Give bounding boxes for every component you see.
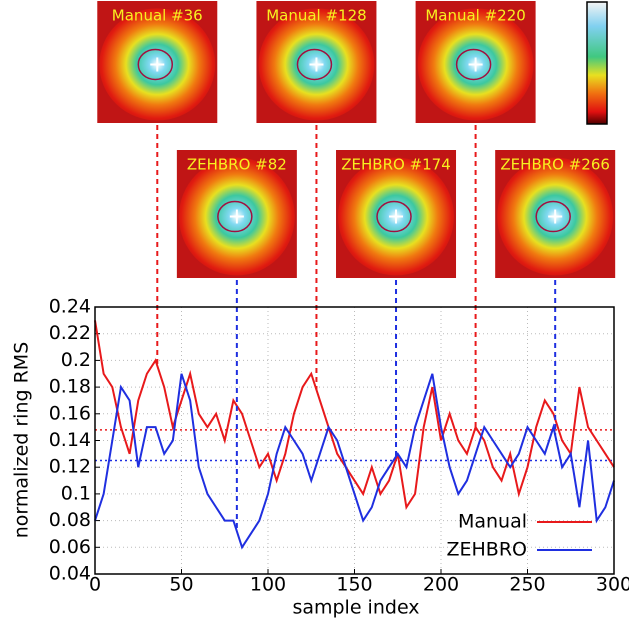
- colorbar: [586, 1, 608, 125]
- x-tick-label: 100: [250, 574, 286, 596]
- x-tick-label: 300: [596, 574, 629, 596]
- legend-label: ZEHBRO: [447, 539, 528, 561]
- y-tick-label: 0.22: [49, 322, 91, 344]
- x-tick-label: 150: [336, 574, 372, 596]
- x-tick-label: 0: [89, 574, 101, 596]
- thumbnail-cross: [229, 209, 244, 224]
- thumbnail-cross: [548, 209, 563, 224]
- y-tick-label: 0.18: [49, 376, 91, 398]
- y-tick-label: 0.04: [49, 563, 91, 585]
- thumbnail-label: ZEHBRO #82: [187, 156, 287, 174]
- thumbnail-label: Manual #128: [266, 7, 366, 25]
- series-line: [94, 373, 615, 550]
- thumbnail-cross: [150, 57, 165, 72]
- y-tick-label: 0.06: [49, 536, 91, 558]
- thumbnail-label: Manual #36: [112, 7, 203, 25]
- thumbnail-contour: [217, 200, 253, 233]
- thumbnail-cross: [468, 57, 483, 72]
- thumbnail-contour: [296, 48, 333, 81]
- legend-label: Manual: [458, 511, 527, 533]
- y-tick-label: 0.14: [49, 429, 91, 451]
- series-line: [94, 320, 615, 510]
- thumbnail-cross: [309, 57, 324, 72]
- thumbnail-label: ZEHBRO #174: [341, 156, 451, 174]
- y-tick-label: 0.08: [49, 509, 91, 531]
- thumbnail-contour: [455, 48, 492, 81]
- y-tick-label: 0.16: [49, 402, 91, 424]
- x-tick-label: 200: [423, 574, 459, 596]
- thumbnail-contour: [376, 200, 412, 233]
- y-tick-label: 0.12: [49, 456, 91, 478]
- x-tick-label: 50: [169, 574, 193, 596]
- thumbnail-cross: [389, 209, 404, 224]
- thumbnail-label: ZEHBRO #266: [500, 156, 610, 174]
- y-tick-label: 0.1: [61, 482, 91, 504]
- x-tick-label: 250: [509, 574, 545, 596]
- y-tick-label: 0.2: [61, 349, 91, 371]
- thumbnail-label: Manual #220: [425, 7, 525, 25]
- thumbnail-contour: [535, 200, 571, 233]
- plot-frame: [94, 306, 615, 575]
- x-axis-label: sample index: [292, 597, 419, 619]
- thumbnail-contour: [137, 48, 174, 81]
- y-axis-label: normalized ring RMS: [11, 342, 33, 539]
- y-tick-label: 0.24: [49, 296, 91, 318]
